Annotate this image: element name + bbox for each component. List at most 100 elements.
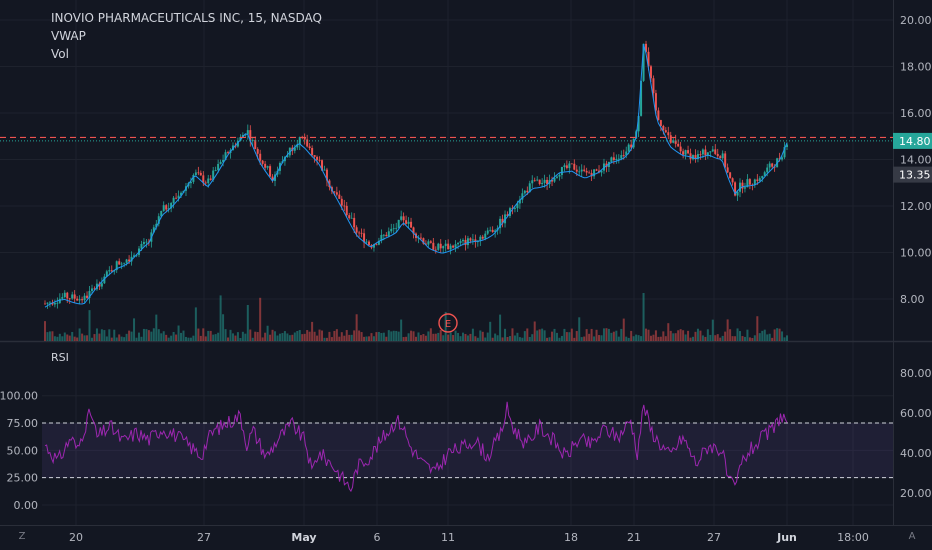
- volume-bar: [385, 336, 388, 341]
- candle-body: [377, 240, 380, 245]
- volume-bar: [194, 307, 197, 341]
- volume-bar: [605, 328, 608, 341]
- volume-bar: [217, 332, 220, 341]
- volume-bar: [672, 333, 675, 341]
- candle-body: [506, 214, 509, 216]
- volume-bar: [291, 334, 294, 341]
- volume-bar: [145, 329, 148, 341]
- volume-bar: [410, 330, 413, 341]
- volume-bar: [637, 335, 640, 341]
- time-tick-label: 11: [441, 531, 455, 544]
- candle-body: [459, 241, 462, 243]
- volume-bar: [449, 332, 452, 341]
- candle-body: [46, 302, 49, 304]
- volume-bar: [189, 337, 192, 341]
- candle-body: [516, 203, 519, 209]
- volume-bar: [598, 335, 601, 341]
- volume-bar: [701, 335, 704, 341]
- volume-bar: [231, 333, 234, 341]
- symbol-title[interactable]: INOVIO PHARMACEUTICALS INC, 15, NASDAQ: [51, 11, 322, 25]
- volume-bar: [202, 328, 205, 341]
- volume-bar: [546, 337, 549, 341]
- candle-body: [486, 230, 489, 234]
- volume-bar: [276, 335, 279, 341]
- volume-bar: [699, 330, 702, 341]
- volume-bar: [199, 335, 202, 341]
- candle-body: [716, 153, 719, 157]
- volume-bar: [602, 328, 605, 341]
- candle-body: [669, 135, 672, 143]
- candle-body: [419, 237, 422, 239]
- timezone-z-button[interactable]: Z: [18, 531, 26, 542]
- time-tick-label: May: [291, 531, 316, 544]
- rsi-left-tick-label: 75.00: [7, 417, 39, 430]
- volume-bar: [612, 331, 615, 341]
- candle-body: [763, 172, 766, 177]
- volume-bar: [739, 331, 742, 341]
- candle-body: [335, 192, 338, 195]
- candle-body: [269, 166, 272, 177]
- volume-bar: [256, 332, 259, 341]
- candle-body: [736, 191, 739, 196]
- volume-bar: [506, 336, 509, 341]
- volume-bar: [731, 336, 734, 341]
- price-grid: [0, 19, 893, 300]
- volume-bar: [335, 329, 338, 341]
- volume-bar: [588, 333, 591, 341]
- candle-body: [721, 153, 724, 159]
- volume-bar: [459, 336, 462, 341]
- candle-body: [457, 242, 460, 245]
- volume-bar: [662, 331, 665, 341]
- time-tick-label: 21: [627, 531, 641, 544]
- volume-bar: [251, 337, 254, 341]
- candle-body: [86, 295, 89, 298]
- time-tick-label: 6: [374, 531, 381, 544]
- candle-body: [432, 242, 435, 250]
- rsi-legend-label[interactable]: RSI: [51, 351, 69, 364]
- candle-body: [452, 245, 455, 248]
- volume-bar: [400, 319, 403, 341]
- volume-bar: [412, 331, 415, 341]
- candle-body: [523, 190, 526, 194]
- candle-body: [264, 163, 267, 168]
- candle-body: [659, 120, 662, 126]
- volume-bar: [368, 336, 371, 341]
- volume-bar: [625, 336, 628, 341]
- volume-bar: [63, 332, 66, 341]
- candle-body: [192, 175, 195, 182]
- candle-body: [340, 198, 343, 206]
- volume-bar: [76, 337, 79, 341]
- candle-body: [53, 302, 56, 305]
- volume-bar: [627, 337, 630, 341]
- volume-bar: [301, 334, 304, 341]
- earnings-marker[interactable]: E: [438, 313, 458, 333]
- candle-body: [766, 167, 769, 173]
- volume-bar: [380, 332, 383, 341]
- candle-body: [318, 159, 321, 161]
- volume-bar: [318, 329, 321, 341]
- volume-bar: [51, 331, 54, 341]
- volume-bar: [674, 333, 677, 341]
- volume-bar: [684, 334, 687, 341]
- candle-body: [652, 78, 655, 94]
- candle-body: [674, 140, 677, 144]
- volume-bar: [457, 332, 460, 341]
- price-tick-label: 12.00: [900, 200, 932, 213]
- volume-bar: [135, 337, 138, 341]
- candle-body: [412, 227, 415, 234]
- auto-scale-a-button[interactable]: A: [908, 531, 916, 542]
- candle-body: [345, 205, 348, 216]
- candle-body: [590, 173, 593, 177]
- chart-legend: INOVIO PHARMACEUTICALS INC, 15, NASDAQ V…: [51, 9, 322, 63]
- volume-bar: [288, 335, 291, 341]
- candle-body: [585, 170, 588, 173]
- volume-bar: [353, 330, 356, 341]
- volume-bar: [392, 330, 395, 341]
- candle-body: [687, 150, 690, 154]
- vol-legend-label[interactable]: Vol: [51, 47, 69, 61]
- vwap-legend-label[interactable]: VWAP: [51, 29, 86, 43]
- candle-body: [781, 157, 784, 160]
- volume-bar: [709, 334, 712, 341]
- candle-body: [197, 172, 200, 174]
